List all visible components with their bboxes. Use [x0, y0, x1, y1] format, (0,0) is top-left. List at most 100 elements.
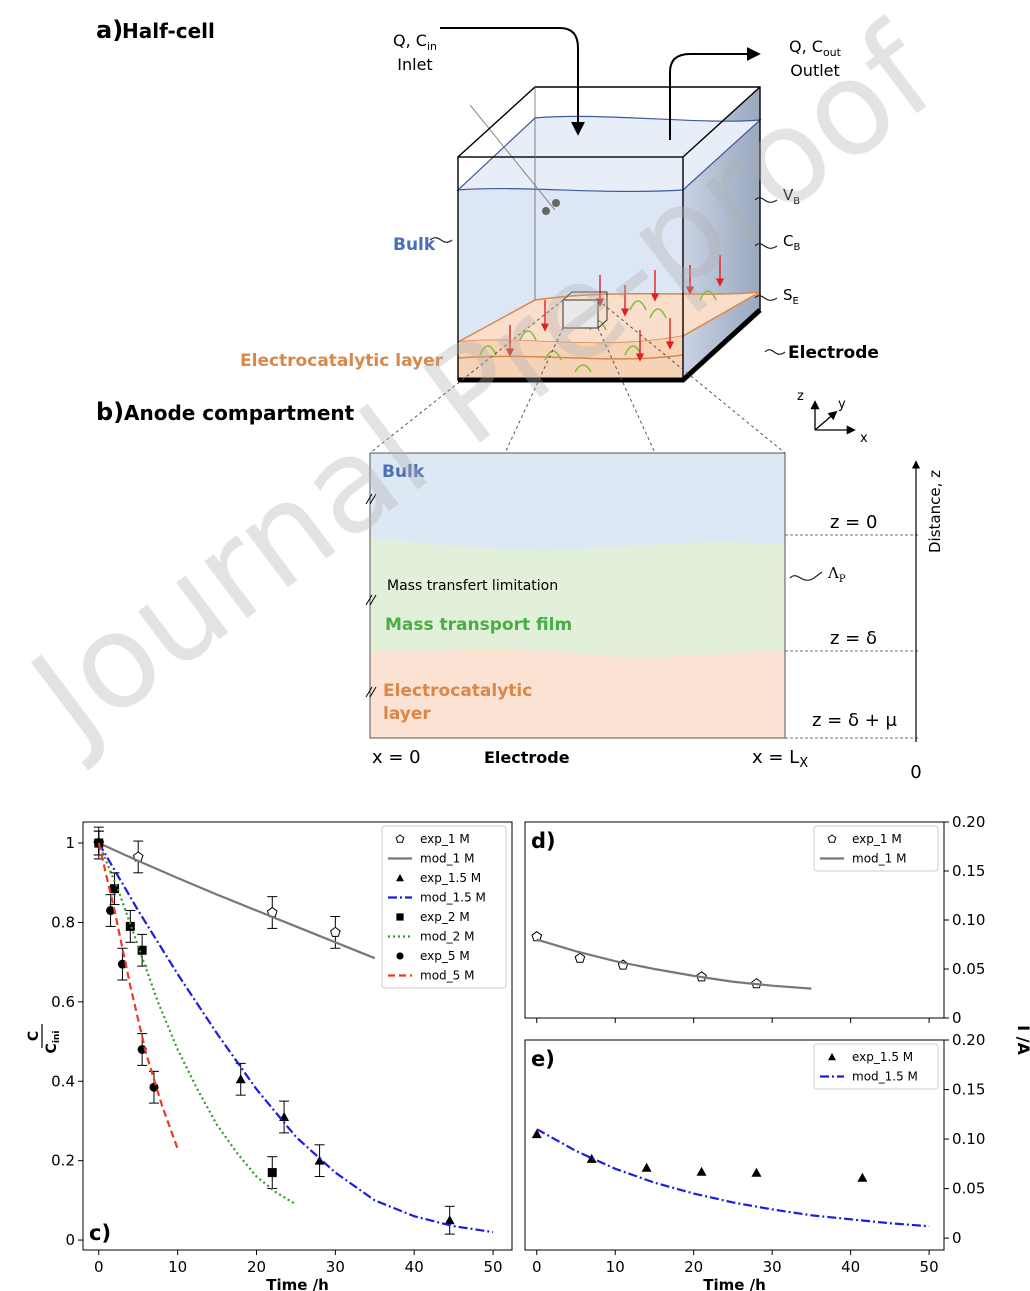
bulk-label: Bulk — [393, 235, 436, 255]
y-tick-label: 0.05 — [952, 960, 985, 978]
axis-z: z — [797, 389, 804, 404]
legend-marker — [396, 952, 404, 960]
x-tick-label: 30 — [763, 1258, 782, 1276]
outlet-arrow — [669, 47, 761, 140]
bulk-region — [370, 453, 785, 535]
film-label: Mass transport film — [385, 615, 572, 635]
marker — [444, 1215, 455, 1225]
panel-label: e) — [531, 1047, 555, 1071]
label-sub: E — [793, 296, 799, 307]
marker — [531, 931, 543, 942]
model-line — [536, 1128, 930, 1228]
electrode — [458, 308, 762, 383]
legend-label: exp_1 M — [852, 832, 902, 846]
model-line — [536, 938, 812, 990]
marker — [751, 1167, 762, 1177]
y-tick-label: 0.20 — [952, 813, 985, 831]
marker — [696, 1166, 707, 1176]
layer-label: layer — [383, 704, 431, 724]
plot-frame — [82, 821, 513, 1251]
x-tick-label: 0 — [94, 1258, 104, 1276]
y-tick-label: 0 — [65, 1231, 75, 1249]
x-tick-label: 40 — [405, 1258, 424, 1276]
panel-title: Anode compartment — [124, 401, 355, 425]
label-sub: B — [793, 196, 800, 207]
marker — [857, 1172, 868, 1182]
y-tick-label: 0.4 — [51, 1072, 75, 1090]
marker — [106, 906, 116, 916]
legend-label: exp_5 M — [420, 949, 470, 963]
level-lines — [785, 534, 918, 739]
panel-b: b) Anode compartment z y x Distance, z 0… — [96, 299, 944, 783]
x-axis-label: Time /h — [266, 1276, 329, 1291]
y-tick-label: 0.8 — [51, 913, 75, 931]
inlet-flow: Q, Cin — [393, 31, 437, 53]
y-tick-label: 0.05 — [952, 1180, 985, 1198]
legend-label: exp_2 M — [420, 910, 470, 924]
label-text: C — [783, 232, 793, 250]
y-tick-label: 0.2 — [51, 1152, 75, 1170]
level-label: z = 0 — [830, 512, 877, 533]
y-tick-label: 0.10 — [952, 911, 985, 929]
y-tick-label: 1 — [65, 834, 75, 852]
legend-box — [813, 825, 939, 872]
marker — [330, 926, 341, 937]
y-tick-label: 0 — [952, 1009, 962, 1027]
marker — [267, 1168, 277, 1178]
distance-label: Distance, z — [926, 470, 944, 553]
flux-arrows — [505, 255, 725, 362]
origin-label: 0 — [910, 762, 921, 783]
label-sub: B — [793, 242, 800, 253]
panel-title: Half-cell — [122, 19, 215, 43]
model-line — [98, 842, 376, 960]
legend-label: exp_1.5 M — [420, 871, 481, 885]
inlet-label: Inlet — [397, 55, 432, 74]
y-tick-label: 0.15 — [952, 862, 985, 880]
axis-y: y — [838, 397, 846, 412]
panel-label: d) — [531, 829, 556, 853]
charts: 0 10 20 30 40 50 0 0.2 0.4 0.6 0.8 1 exp_1 M mod_1 M e… — [26, 813, 1030, 1291]
legend-box — [813, 1043, 939, 1090]
outlet-label: Outlet — [790, 61, 840, 80]
legend-label: mod_2 M — [420, 930, 474, 944]
volume-label: VB — [783, 186, 800, 207]
legend-box — [381, 825, 507, 989]
marker — [531, 1129, 542, 1139]
marker — [641, 1162, 652, 1172]
x-tick-label: 10 — [606, 1258, 625, 1276]
x-tick-label: 0 — [532, 1258, 542, 1276]
layer-label: Electrocatalytic layer — [240, 351, 444, 371]
legend-label: mod_1.5 M — [420, 891, 486, 905]
limitation-label: Mass transfert limitation — [387, 578, 558, 594]
legend-marker — [827, 834, 837, 843]
label-sub: X — [799, 756, 808, 771]
x-tick-label: 20 — [684, 1258, 703, 1276]
x-tick-label: 20 — [247, 1258, 266, 1276]
xend-label: x = LX — [752, 747, 808, 771]
marker — [137, 945, 147, 955]
legend-marker — [396, 913, 404, 921]
label-text: Λ — [827, 564, 839, 582]
inlet-arrow — [440, 27, 585, 136]
axis-icon — [810, 400, 856, 435]
flow-text: Q, C — [393, 31, 427, 50]
y-label-denominator: Cini — [44, 1031, 62, 1054]
marker — [574, 952, 586, 963]
film-region — [370, 535, 785, 658]
y-tick-label: 0 — [952, 1229, 962, 1247]
marker — [235, 1074, 246, 1084]
layer-label: Electrocatalytic — [383, 681, 532, 701]
flow-sub: out — [823, 46, 842, 59]
level-label: z = δ + μ — [812, 710, 898, 731]
label-text: S — [783, 286, 793, 304]
legend-label: mod_1 M — [852, 852, 906, 866]
label-text: V — [783, 186, 794, 204]
flow-sub: in — [427, 40, 437, 53]
legend-label: mod_5 M — [420, 969, 474, 983]
model-line — [97, 842, 494, 1234]
catalytic-front — [458, 336, 683, 378]
concentration-label: CB — [783, 232, 800, 253]
x0-label: x = 0 — [372, 747, 421, 768]
break-marks — [365, 493, 377, 698]
x-tick-label: 50 — [484, 1258, 503, 1276]
